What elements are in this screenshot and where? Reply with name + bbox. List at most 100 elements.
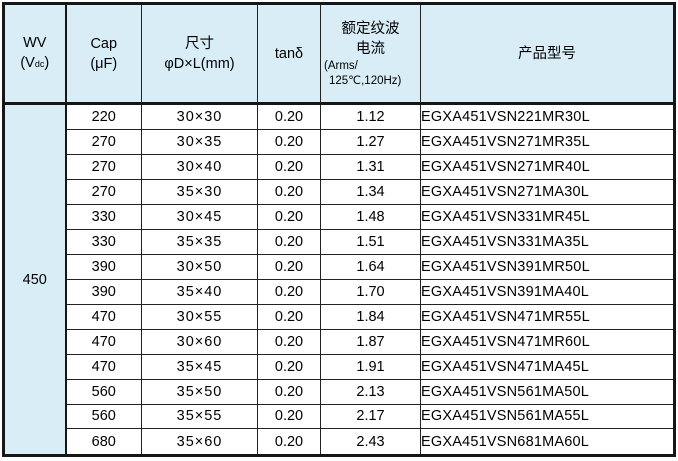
- cell-cap: 470: [65, 303, 142, 330]
- cell-model: EGXA451VSN331MR45L: [420, 204, 675, 231]
- table-row: 270 30×40 0.20 1.31 EGXA451VSN271MR40L: [4, 154, 675, 181]
- cell-size: 35×40: [141, 278, 258, 305]
- cell-cap: 470: [65, 328, 142, 355]
- cell-size: 35×50: [141, 378, 258, 405]
- cell-tand: 0.20: [257, 428, 321, 456]
- cell-size: 30×35: [141, 129, 258, 156]
- cell-model: EGXA451VSN391MR50L: [420, 254, 675, 280]
- tand-header-label: tanδ: [274, 45, 304, 62]
- cell-size: 30×30: [141, 102, 258, 131]
- cell-cap: 330: [65, 204, 142, 231]
- cell-model: EGXA451VSN331MA35L: [420, 229, 675, 255]
- cell-tand: 0.20: [257, 378, 321, 405]
- cell-tand: 0.20: [257, 254, 321, 280]
- cell-ripple: 1.87: [320, 328, 421, 355]
- cell-cap: 330: [65, 229, 142, 255]
- cell-size: 30×40: [141, 154, 258, 181]
- cell-tand: 0.20: [257, 179, 321, 206]
- cell-ripple: 1.31: [320, 154, 421, 181]
- cell-ripple: 1.27: [320, 129, 421, 156]
- cell-cap: 270: [65, 154, 142, 181]
- cell-size: 30×60: [141, 328, 258, 355]
- cell-cap: 270: [65, 179, 142, 206]
- cell-cap: 390: [65, 254, 142, 280]
- model-header-label: 产品型号: [518, 45, 576, 62]
- size-header-line1: 尺寸: [185, 35, 214, 52]
- table-row: 330 30×45 0.20 1.48 EGXA451VSN331MR45L: [4, 204, 675, 231]
- table-header: WV (Vdc) Cap (μF) 尺寸 φD×L(mm) tanδ 额定纹波 …: [3, 3, 675, 105]
- table-row: 270 30×35 0.20 1.27 EGXA451VSN271MR35L: [4, 129, 675, 156]
- size-header-line2: φD×L(mm): [164, 55, 235, 72]
- table-row: 270 35×30 0.20 1.34 EGXA451VSN271MA30L: [4, 179, 675, 206]
- table-body: 450 220 30×30 0.20 1.12 EGXA451VSN221MR30L 270…: [3, 102, 675, 456]
- table-row: 560 35×50 0.20 2.13 EGXA451VSN561MA50L: [4, 378, 675, 405]
- cap-header-line1: Cap: [90, 35, 118, 52]
- cell-size: 30×55: [141, 303, 258, 330]
- table-row: 560 35×55 0.20 2.17 EGXA451VSN561MA55L: [4, 403, 675, 430]
- cell-cap: 470: [65, 353, 142, 380]
- cell-model: EGXA451VSN471MR60L: [420, 328, 675, 355]
- table-row: 330 35×35 0.20 1.51 EGXA451VSN331MA35L: [4, 229, 675, 255]
- cell-cap: 270: [65, 129, 142, 156]
- cell-model: EGXA451VSN681MA60L: [420, 428, 675, 456]
- cell-tand: 0.20: [257, 403, 321, 430]
- cell-size: 35×30: [141, 179, 258, 206]
- header-row: WV (Vdc) Cap (μF) 尺寸 φD×L(mm) tanδ 额定纹波 …: [3, 3, 675, 105]
- wv-merged-cell: 450: [3, 103, 67, 456]
- cell-tand: 0.20: [257, 229, 321, 255]
- ripple-header-condition2: 125℃,120Hz): [329, 74, 402, 87]
- cell-tand: 0.20: [257, 278, 321, 305]
- cell-tand: 0.20: [257, 154, 321, 181]
- cell-model: EGXA451VSN561MA55L: [420, 403, 675, 430]
- cell-ripple: 1.51: [320, 229, 421, 255]
- ripple-header-condition1: (Arms/: [324, 59, 358, 72]
- cell-model: EGXA451VSN271MR40L: [420, 154, 675, 181]
- cell-model: EGXA451VSN471MA45L: [420, 353, 675, 380]
- cell-size: 35×45: [141, 353, 258, 380]
- cell-cap: 560: [65, 378, 142, 405]
- cap-header-line2: (μF): [90, 55, 118, 72]
- cell-size: 30×45: [141, 204, 258, 231]
- cell-cap: 390: [65, 278, 142, 305]
- cell-model: EGXA451VSN471MR55L: [420, 303, 675, 330]
- cell-cap: 680: [65, 428, 142, 456]
- cell-size: 35×60: [141, 428, 258, 456]
- cell-tand: 0.20: [257, 129, 321, 156]
- ripple-header-line1: 额定纹波: [341, 20, 400, 37]
- cell-ripple: 1.12: [320, 102, 421, 131]
- cell-size: 30×50: [141, 254, 258, 280]
- cell-tand: 0.20: [257, 328, 321, 355]
- cell-ripple: 2.17: [320, 403, 421, 430]
- wv-subscript: dc: [34, 59, 45, 69]
- table-row: 390 30×50 0.20 1.64 EGXA451VSN391MR50L: [4, 254, 675, 280]
- cell-ripple: 1.34: [320, 179, 421, 206]
- cell-ripple: 1.48: [320, 204, 421, 231]
- cell-cap: 220: [65, 102, 142, 131]
- cell-model: EGXA451VSN271MA30L: [420, 179, 675, 206]
- cell-tand: 0.20: [257, 353, 321, 380]
- cell-ripple: 1.91: [320, 353, 421, 380]
- cell-ripple: 2.13: [320, 378, 421, 405]
- table-row: 680 35×60 0.20 2.43 EGXA451VSN681MA60L: [4, 428, 675, 456]
- cell-tand: 0.20: [257, 102, 321, 131]
- col-header-cap: Cap (μF): [65, 3, 142, 105]
- cell-tand: 0.20: [257, 204, 321, 231]
- cell-size: 35×35: [141, 229, 258, 255]
- col-header-wv: WV (Vdc): [3, 3, 67, 105]
- col-header-size: 尺寸 φD×L(mm): [141, 3, 258, 105]
- cell-model: EGXA451VSN271MR35L: [420, 129, 675, 156]
- col-header-model: 产品型号: [420, 3, 675, 105]
- wv-header-line2: (Vdc): [20, 55, 50, 71]
- wv-header-line1: WV: [23, 35, 47, 51]
- table-row: 470 35×45 0.20 1.91 EGXA451VSN471MA45L: [4, 353, 675, 380]
- cell-tand: 0.20: [257, 303, 321, 330]
- cell-model: EGXA451VSN391MA40L: [420, 278, 675, 305]
- cell-cap: 560: [65, 403, 142, 430]
- table-row: 390 35×40 0.20 1.70 EGXA451VSN391MA40L: [4, 278, 675, 305]
- table-row: 470 30×55 0.20 1.84 EGXA451VSN471MR55L: [4, 303, 675, 330]
- table-row: 450 220 30×30 0.20 1.12 EGXA451VSN221MR30L: [3, 102, 675, 456]
- col-header-ripple: 额定纹波 电流 (Arms/ 125℃,120Hz): [320, 3, 421, 105]
- ripple-header-line2: 电流: [356, 40, 385, 57]
